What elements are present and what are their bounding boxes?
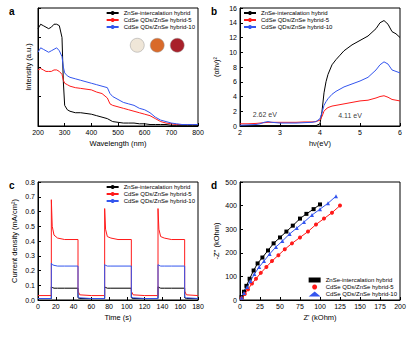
svg-text:2: 2 (238, 129, 242, 136)
svg-text:0: 0 (238, 303, 242, 310)
svg-text:10: 10 (229, 49, 237, 56)
svg-text:200: 200 (32, 129, 44, 136)
svg-text:700: 700 (165, 129, 177, 136)
svg-text:c: c (9, 180, 15, 191)
svg-text:60: 60 (87, 303, 95, 310)
svg-text:a: a (9, 6, 15, 17)
svg-text:ZnSe-intercalation hybrid: ZnSe-intercalation hybrid (261, 10, 328, 16)
svg-text:3: 3 (278, 129, 282, 136)
svg-text:4: 4 (318, 129, 322, 136)
svg-text:40: 40 (70, 303, 78, 310)
svg-text:ZnSe-intercalation hybrid: ZnSe-intercalation hybrid (124, 10, 191, 16)
svg-text:ZnSe-intercalation hybrid: ZnSe-intercalation hybrid (124, 184, 191, 190)
svg-text:0.6: 0.6 (25, 208, 35, 215)
svg-text:d: d (211, 180, 217, 191)
svg-text:Current density (mA/cm²): Current density (mA/cm²) (10, 199, 19, 283)
svg-text:Time (s): Time (s) (104, 313, 132, 322)
svg-text:140: 140 (157, 303, 169, 310)
svg-text:0.5: 0.5 (25, 223, 35, 230)
svg-text:0.0: 0.0 (25, 297, 35, 304)
svg-text:0.2: 0.2 (25, 267, 35, 274)
svg-text:100: 100 (225, 273, 237, 280)
svg-text:(αhν)²: (αhν)² (212, 57, 221, 77)
svg-text:0.3: 0.3 (25, 252, 35, 259)
svg-text:175: 175 (374, 303, 386, 310)
svg-text:4.11 eV: 4.11 eV (338, 112, 362, 119)
svg-text:400: 400 (85, 129, 97, 136)
svg-text:14: 14 (229, 19, 237, 26)
svg-text:0: 0 (233, 123, 237, 130)
svg-text:200: 200 (394, 303, 406, 310)
svg-text:200: 200 (225, 249, 237, 256)
svg-text:2.62 eV: 2.62 eV (253, 111, 277, 118)
svg-text:160: 160 (174, 303, 186, 310)
svg-text:CdSe QDs/ZnSe hybrid-5: CdSe QDs/ZnSe hybrid-5 (326, 284, 395, 290)
svg-text:0.4: 0.4 (25, 238, 35, 245)
svg-text:400: 400 (225, 202, 237, 209)
svg-text:b: b (211, 6, 217, 17)
svg-text:0.7: 0.7 (25, 193, 35, 200)
svg-text:50: 50 (276, 303, 284, 310)
svg-text:180: 180 (192, 303, 204, 310)
svg-text:4: 4 (233, 93, 237, 100)
svg-text:6: 6 (398, 129, 402, 136)
svg-text:hν(eV): hν(eV) (309, 139, 332, 148)
svg-text:125: 125 (334, 303, 346, 310)
svg-text:8: 8 (233, 64, 237, 71)
svg-text:CdSe QDs/ZnSe hybrid-10: CdSe QDs/ZnSe hybrid-10 (124, 198, 196, 204)
svg-text:16: 16 (229, 5, 237, 12)
svg-text:80: 80 (105, 303, 113, 310)
svg-text:800: 800 (192, 129, 204, 136)
svg-text:Intensity (a.u.): Intensity (a.u.) (24, 43, 33, 91)
svg-text:ZnSe-intercalation hybrid: ZnSe-intercalation hybrid (326, 277, 393, 283)
svg-text:0: 0 (233, 297, 237, 304)
svg-text:6: 6 (233, 78, 237, 85)
svg-text:300: 300 (59, 129, 71, 136)
svg-text:25: 25 (256, 303, 264, 310)
svg-text:CdSe QDs/ZnSe hybrid-10: CdSe QDs/ZnSe hybrid-10 (124, 24, 196, 30)
svg-text:75: 75 (296, 303, 304, 310)
svg-text:5: 5 (358, 129, 362, 136)
svg-text:0: 0 (36, 303, 40, 310)
svg-text:500: 500 (225, 179, 237, 186)
svg-text:Z' (kOhm): Z' (kOhm) (303, 313, 337, 322)
svg-text:500: 500 (112, 129, 124, 136)
svg-text:600: 600 (139, 129, 151, 136)
svg-text:CdSe QDs/ZnSe hybrid-5: CdSe QDs/ZnSe hybrid-5 (124, 191, 193, 197)
svg-text:0.8: 0.8 (25, 179, 35, 186)
svg-text:150: 150 (354, 303, 366, 310)
svg-text:CdSe QDs/ZnSe hybrid-10: CdSe QDs/ZnSe hybrid-10 (326, 291, 398, 297)
svg-text:CdSe QDs/ZnSe hybrid-10: CdSe QDs/ZnSe hybrid-10 (261, 24, 333, 30)
svg-text:-Z'' (kOhm): -Z'' (kOhm) (212, 222, 221, 260)
svg-text:100: 100 (121, 303, 133, 310)
svg-text:0.1: 0.1 (25, 282, 35, 289)
svg-text:20: 20 (52, 303, 60, 310)
svg-text:12: 12 (229, 34, 237, 41)
svg-text:100: 100 (314, 303, 326, 310)
svg-text:Wavelength (nm): Wavelength (nm) (90, 139, 147, 148)
svg-text:120: 120 (139, 303, 151, 310)
svg-text:2: 2 (233, 108, 237, 115)
svg-text:CdSe QDs/ZnSe hybrid-5: CdSe QDs/ZnSe hybrid-5 (261, 17, 330, 23)
svg-text:300: 300 (225, 226, 237, 233)
svg-text:CdSe QDs/ZnSe hybrid-5: CdSe QDs/ZnSe hybrid-5 (124, 17, 193, 23)
